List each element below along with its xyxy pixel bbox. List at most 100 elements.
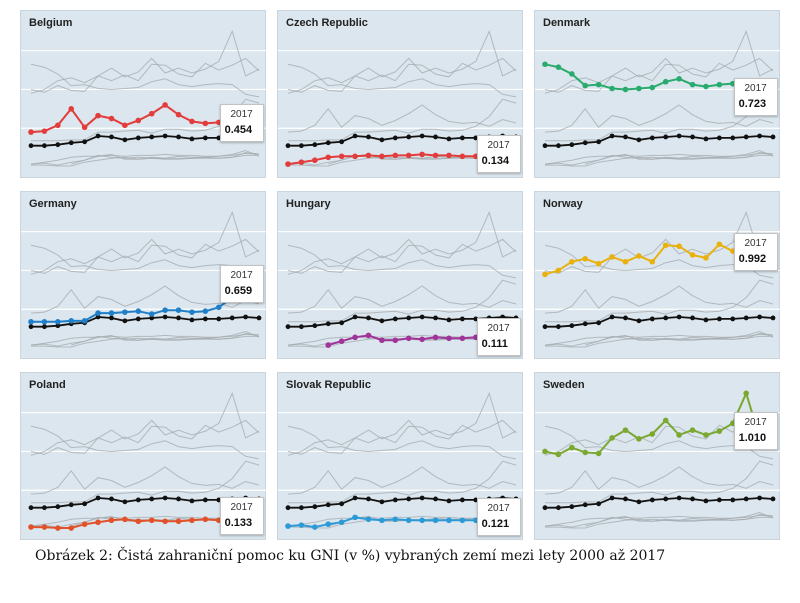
reference-point [28,505,34,511]
background-line [30,29,260,93]
background-line [544,466,774,495]
reference-point [299,505,304,511]
value-callout: 2017 0.992 [733,232,778,271]
series-point [542,61,548,68]
series-point [405,335,412,342]
callout-year: 2017 [487,503,510,515]
series-point [432,517,439,524]
series-point [215,304,222,311]
reference-point [609,495,615,501]
series-point [622,427,629,433]
series-point [716,81,723,88]
series-point [122,309,128,315]
reference-point [500,314,505,320]
panel-title: Hungary [286,198,331,210]
series-point [555,451,562,458]
series-point [202,308,209,314]
series-point [379,517,385,524]
series-point [41,128,48,134]
series-point [28,524,34,530]
reference-point [459,135,465,141]
series-point [352,334,358,341]
background-line [544,335,774,347]
panel-belgium: Belgium 2017 0.454 [20,10,267,178]
background-line [30,244,260,279]
reference-point [770,496,776,502]
reference-point [299,324,304,330]
series-point [148,110,155,117]
reference-point [596,501,602,507]
reference-point [392,135,398,141]
reference-point [299,143,304,149]
series-point [405,517,412,524]
series-point [432,152,439,159]
panel-title: Slovak Republic [286,379,371,391]
series-point [676,76,682,82]
series-point [175,111,182,118]
reference-point [406,134,412,140]
series-point [298,522,305,528]
panel-plot [535,210,781,348]
reference-point [285,505,291,511]
series-point [582,256,589,262]
series-point [703,255,709,261]
reference-point [339,320,345,326]
series-point [542,271,548,278]
reference-point [623,134,628,140]
reference-point [676,495,682,501]
panel-germany: Germany 2017 0.659 [20,191,267,359]
reference-point [703,317,709,323]
value-callout: 2017 0.723 [733,77,778,116]
value-callout: 2017 0.133 [219,497,264,536]
reference-point [109,315,114,321]
series-point [122,516,128,523]
series-point [28,129,34,135]
background-line [30,154,260,166]
panel-plot [21,29,267,167]
series-point [676,243,682,250]
reference-point [556,505,561,511]
series-point [595,450,602,457]
background-line [30,466,260,495]
series-point [569,444,575,451]
callout-year: 2017 [744,417,767,429]
background-line [544,516,774,528]
reference-point [770,134,776,140]
reference-point [55,142,61,148]
panel-plot [535,390,781,529]
series-point [135,117,142,124]
series-point [312,524,318,530]
series-point [392,516,399,523]
series-point [636,253,642,259]
background-line [287,104,517,133]
series-point [175,518,182,525]
reference-point [392,316,398,322]
reference-point [202,135,208,141]
series-point [285,523,291,529]
reference-point [703,498,709,504]
reference-point [676,133,682,139]
series-point [81,318,88,324]
reference-point [202,316,208,322]
background-line [30,238,260,275]
series-point [609,254,615,260]
reference-point [636,137,642,143]
background-line [287,391,517,455]
reference-point [636,499,642,505]
reference-point [82,501,88,507]
reference-point [312,142,318,148]
series-point [662,242,669,249]
series-point [542,448,548,455]
panel-czech-republic: Czech Republic 2017 0.134 [277,10,524,178]
background-line [545,460,774,504]
reference-point [743,134,749,140]
reference-point [649,497,655,503]
reference-point [55,323,61,329]
series-point [285,161,291,167]
callout-value: 0.659 [224,285,253,298]
series-point [148,311,155,317]
background-line [287,466,517,495]
reference-line [545,135,774,147]
reference-point [325,321,331,327]
reference-point [419,495,425,501]
